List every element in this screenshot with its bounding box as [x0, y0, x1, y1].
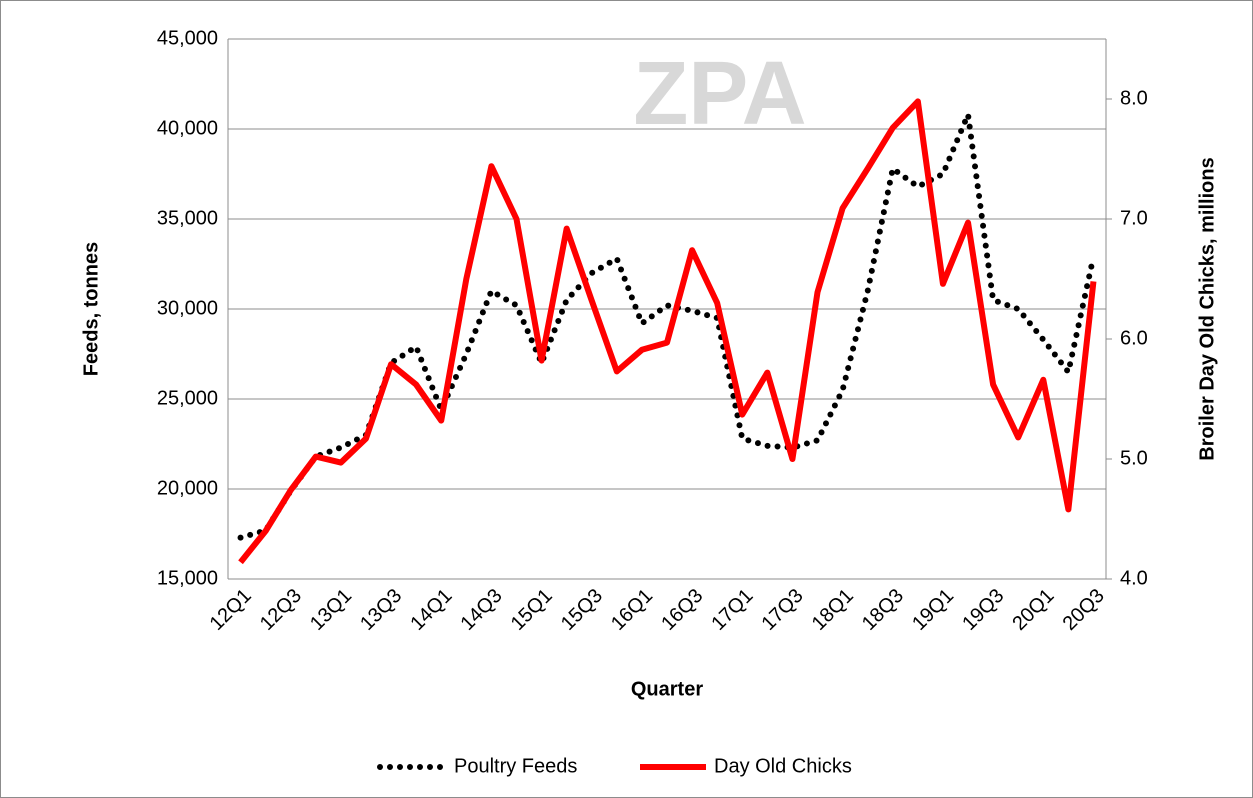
x-axis-title: Quarter [631, 678, 703, 700]
y-axis-title: Feeds, tonnes [80, 242, 102, 376]
y2-tick-label: 6.0 [1120, 327, 1148, 349]
y2-tick-label: 4.0 [1120, 567, 1148, 589]
watermark: ZPA [633, 44, 806, 144]
y-tick-label: 30,000 [157, 297, 218, 319]
y-tick-label: 20,000 [157, 477, 218, 499]
legend-label: Day Old Chicks [714, 755, 852, 777]
legend-label: Poultry Feeds [454, 755, 577, 777]
y-tick-label: 35,000 [157, 207, 218, 229]
y-tick-label: 40,000 [157, 117, 218, 139]
y-tick-label: 15,000 [157, 567, 218, 589]
y2-tick-label: 7.0 [1120, 207, 1148, 229]
series-line [238, 98, 1097, 565]
y-tick-label: 25,000 [157, 387, 218, 409]
y2-axis-title: Broiler Day Old Chicks, millions [1196, 157, 1218, 460]
y2-tick-label: 8.0 [1120, 87, 1148, 109]
y-tick-label: 45,000 [157, 27, 218, 49]
y2-tick-label: 5.0 [1120, 447, 1148, 469]
